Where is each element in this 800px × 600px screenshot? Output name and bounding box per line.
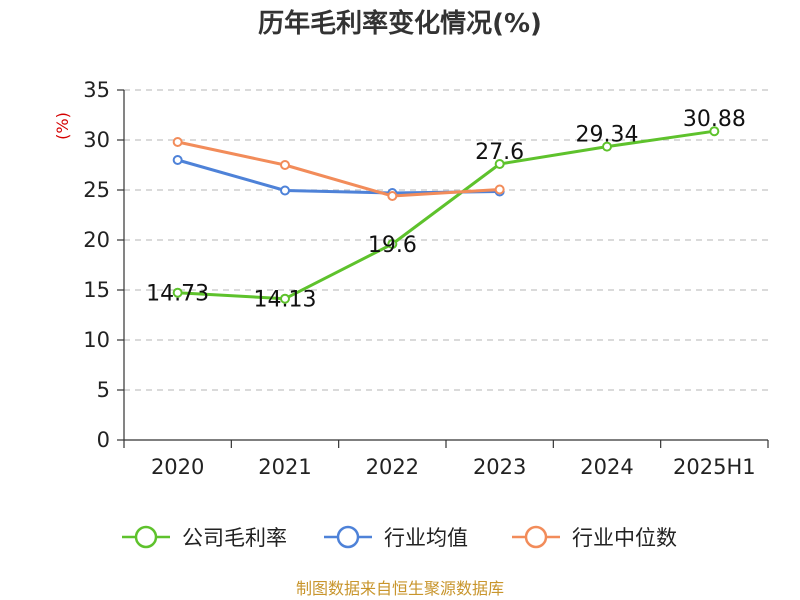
y-tick-label: 30 — [83, 128, 110, 152]
x-tick-label: 2021 — [258, 455, 311, 479]
y-tick-label: 10 — [83, 328, 110, 352]
data-point — [172, 287, 183, 298]
data-source-note: 制图数据来自恒生聚源数据库 — [295, 579, 504, 598]
legend-marker — [524, 525, 548, 549]
data-point — [602, 141, 612, 152]
data-point — [494, 159, 505, 169]
data-labels: 14.73 14.13 19.6 27.6 29.34 30.88 — [146, 107, 746, 313]
data-label: 19.6 — [368, 233, 417, 258]
x-tick-label: 2020 — [151, 455, 204, 479]
data-point — [172, 155, 183, 165]
x-tick-label: 2025H1 — [673, 455, 756, 479]
data-point — [387, 239, 398, 249]
y-tick-label: 25 — [83, 178, 110, 202]
data-point — [387, 191, 398, 201]
data-point — [280, 160, 290, 170]
y-tick-label: 5 — [97, 378, 110, 402]
data-label: 27.6 — [475, 140, 524, 165]
series-lines — [172, 126, 720, 304]
y-tick-label: 0 — [97, 428, 110, 452]
data-label: 30.88 — [683, 107, 746, 132]
x-tick-label: 2022 — [366, 455, 419, 479]
series-line — [176, 129, 716, 301]
data-point — [280, 293, 290, 304]
y-tick-label: 35 — [83, 78, 110, 102]
legend-marker — [134, 525, 158, 549]
grid-lines — [124, 89, 768, 391]
x-tick-label: 2024 — [580, 455, 633, 479]
y-tick-label: 15 — [83, 278, 110, 302]
axes: 0 5 10 15 20 25 30 35 2020 2021 2022 2023 2024 2025H1 — [83, 78, 769, 479]
legend: 公司毛利率 行业均值 行业中位数 — [122, 525, 677, 550]
y-axis-label: (%) — [53, 112, 72, 140]
y-tick-label: 20 — [83, 228, 110, 252]
data-label: 14.13 — [254, 288, 317, 313]
series-line — [176, 140, 502, 198]
data-point — [280, 185, 290, 196]
series-line — [176, 158, 502, 195]
x-tick-label: 2023 — [473, 455, 526, 479]
data-label: 29.34 — [576, 123, 639, 148]
legend-marker — [336, 525, 360, 549]
legend-label: 行业均值 — [384, 526, 468, 550]
data-point — [709, 126, 720, 137]
data-label: 14.73 — [146, 282, 209, 307]
legend-label: 行业中位数 — [572, 526, 677, 550]
data-point — [172, 137, 183, 147]
chart-title: 历年毛利率变化情况(%) — [258, 8, 542, 39]
legend-label: 公司毛利率 — [182, 526, 287, 550]
data-point — [494, 184, 505, 195]
